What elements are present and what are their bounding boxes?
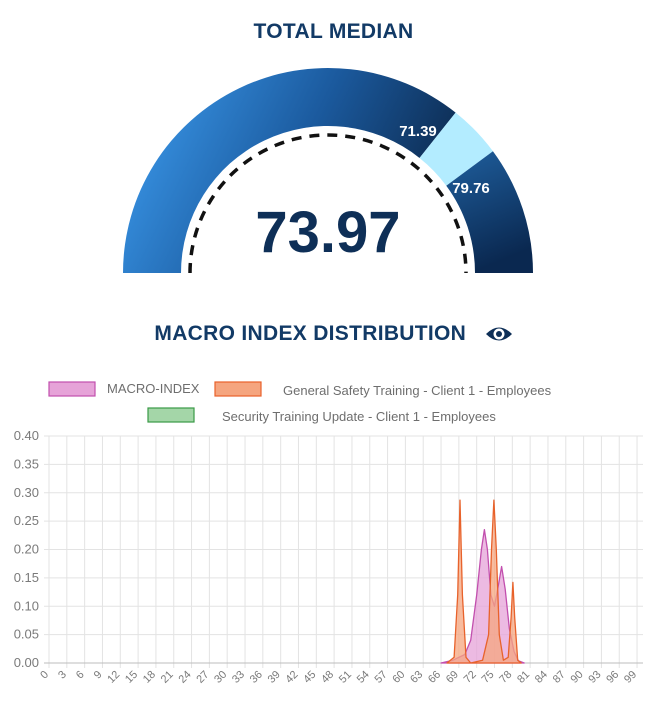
y-tick-label: 0.15 (14, 570, 39, 585)
x-tick-label: 45 (301, 669, 318, 686)
x-tick-label: 9 (92, 669, 105, 682)
chart-series (440, 499, 525, 664)
x-tick-label: 12 (105, 669, 122, 686)
x-tick-label: 60 (390, 669, 407, 686)
x-tick-label: 3 (56, 669, 69, 682)
eye-icon[interactable] (485, 325, 513, 343)
x-tick-label: 81 (515, 669, 532, 686)
x-tick-label: 69 (444, 669, 461, 686)
x-tick-label: 30 (212, 669, 229, 686)
legend-label[interactable]: General Safety Training - Client 1 - Emp… (283, 383, 552, 398)
y-tick-label: 0.10 (14, 598, 39, 613)
x-tick-label: 66 (426, 669, 443, 686)
distribution-title: MACRO INDEX DISTRIBUTION (154, 322, 467, 345)
y-tick-label: 0.05 (14, 627, 39, 642)
x-tick-label: 93 (586, 669, 603, 686)
gauge-arc-band (419, 112, 493, 186)
x-tick-label: 78 (497, 669, 514, 686)
y-axis-ticks: 0.00 0.05 0.10 0.15 0.20 0.25 0.30 0.35 0.40 (14, 428, 39, 670)
x-tick-label: 15 (123, 669, 140, 686)
x-tick-label: 72 (462, 669, 479, 686)
legend-label[interactable]: MACRO-INDEX (107, 381, 200, 396)
x-tick-label: 48 (319, 669, 336, 686)
x-tick-label: 27 (194, 669, 211, 686)
legend-swatch[interactable] (214, 381, 262, 397)
legend-label[interactable]: Security Training Update - Client 1 - Em… (222, 409, 496, 424)
chart-grid (44, 435, 643, 668)
x-tick-label: 21 (159, 669, 176, 686)
x-tick-label: 42 (283, 669, 300, 686)
x-tick-label: 75 (479, 669, 496, 686)
x-tick-label: 51 (337, 669, 354, 686)
x-tick-label: 33 (230, 669, 247, 686)
legend-swatch[interactable] (48, 381, 96, 397)
gauge-arc-high (446, 151, 533, 273)
x-tick-label: 96 (604, 669, 621, 686)
x-tick-label: 84 (533, 669, 550, 686)
gauge-value: 73.97 (255, 200, 400, 265)
x-tick-label: 90 (569, 669, 586, 686)
x-tick-label: 0 (38, 669, 51, 682)
series-area-1 (446, 499, 522, 664)
legend-swatch[interactable] (147, 407, 195, 423)
y-tick-label: 0.35 (14, 456, 39, 471)
y-tick-label: 0.00 (14, 655, 39, 670)
x-axis-ticks: 0 3 6 9 12 15 18 21 24 27 30 33 36 39 42 45 48 51 54 57 60 63… (38, 669, 639, 686)
y-tick-label: 0.40 (14, 428, 39, 443)
gauge-arc-low (123, 68, 456, 273)
gauge-inner-ring (188, 133, 468, 274)
series-area-0 (440, 528, 525, 664)
x-tick-label: 18 (141, 669, 158, 686)
x-tick-label: 63 (408, 669, 425, 686)
x-tick-label: 39 (266, 669, 283, 686)
x-tick-label: 24 (177, 669, 194, 686)
gauge-title: TOTAL MEDIAN (253, 20, 414, 43)
chart-legend: MACRO-INDEX General Safety Training - Cli… (48, 381, 552, 424)
x-tick-label: 99 (622, 669, 639, 686)
x-tick-label: 6 (74, 669, 87, 682)
median-gauge: 71.39 79.76 73.97 (123, 68, 533, 274)
x-tick-label: 54 (355, 669, 372, 686)
y-tick-label: 0.30 (14, 485, 39, 500)
x-tick-label: 57 (373, 669, 390, 686)
y-tick-label: 0.20 (14, 542, 39, 557)
y-tick-label: 0.25 (14, 513, 39, 528)
gauge-lower-label: 71.39 (399, 123, 437, 140)
x-tick-label: 36 (248, 669, 265, 686)
x-tick-label: 87 (551, 669, 568, 686)
gauge-upper-label: 79.76 (452, 180, 490, 197)
